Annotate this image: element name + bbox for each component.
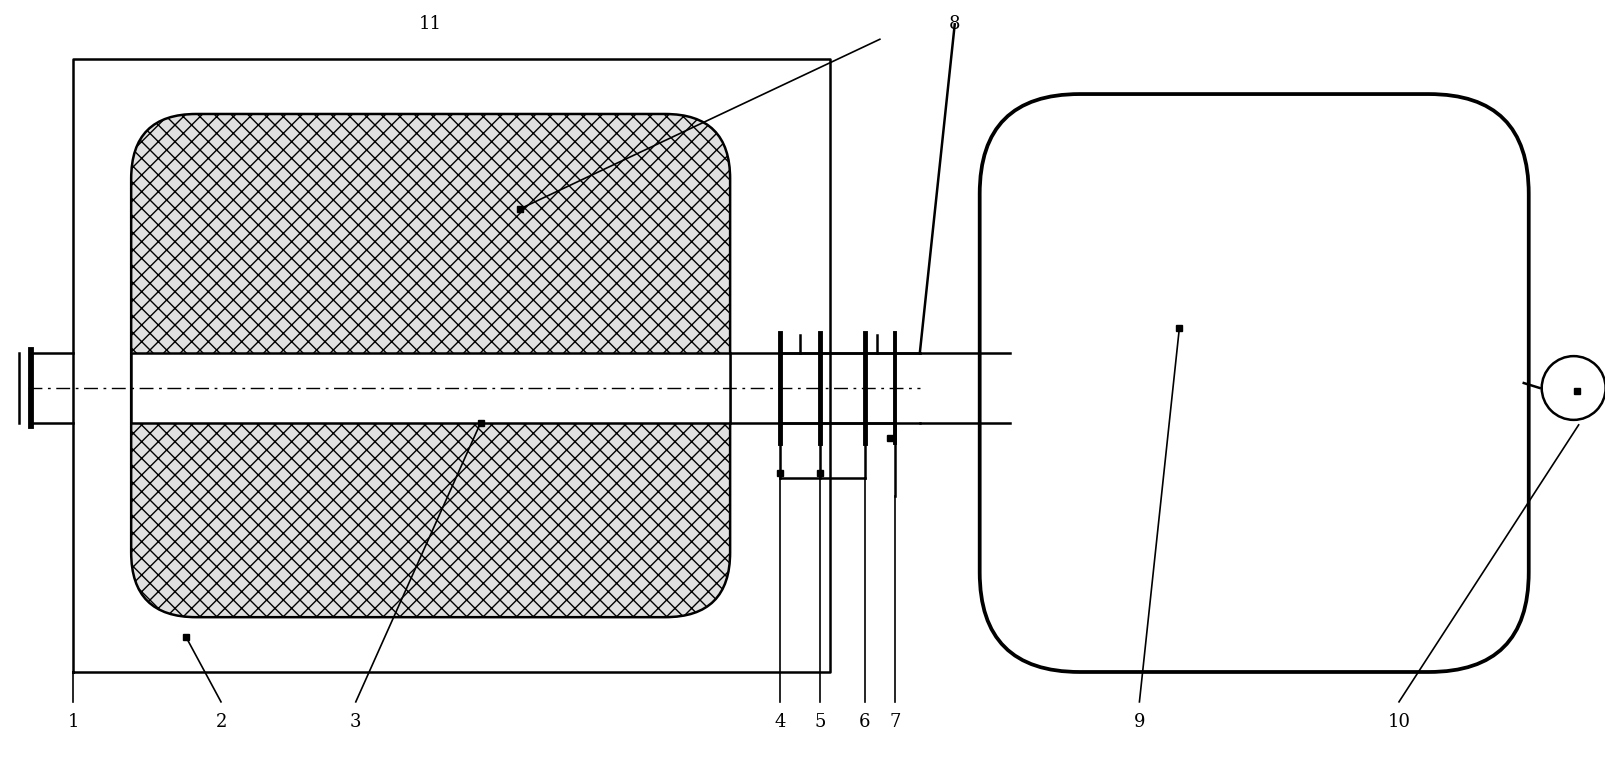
- Text: 4: 4: [774, 713, 785, 731]
- Bar: [132, 353, 730, 423]
- Text: 1: 1: [67, 713, 79, 731]
- Text: 5: 5: [814, 713, 825, 731]
- FancyBboxPatch shape: [979, 94, 1528, 672]
- Text: 6: 6: [859, 713, 870, 731]
- Text: 9: 9: [1133, 713, 1144, 731]
- Text: 3: 3: [350, 713, 361, 731]
- Text: 8: 8: [949, 16, 960, 33]
- Text: 7: 7: [889, 713, 900, 731]
- Text: 10: 10: [1387, 713, 1409, 731]
- Circle shape: [1541, 356, 1605, 420]
- Text: 2: 2: [215, 713, 226, 731]
- Text: 11: 11: [419, 16, 441, 33]
- FancyBboxPatch shape: [132, 114, 730, 617]
